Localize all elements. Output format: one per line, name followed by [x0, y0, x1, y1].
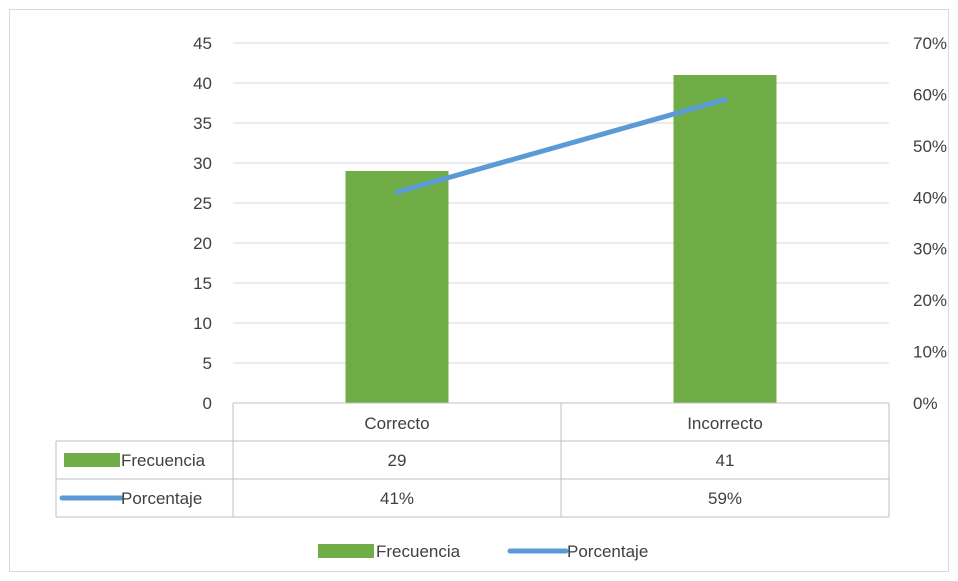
bar-incorrecto [673, 75, 777, 403]
legend: Frecuencia Porcentaje [318, 542, 648, 561]
y-left-tick-label: 30 [193, 154, 212, 173]
y-left-tick-label: 25 [193, 194, 212, 213]
percentage-line [394, 97, 728, 195]
x-tick-label: Correcto [364, 414, 429, 433]
gridlines [233, 42, 889, 364]
y-right-tick-label: 0% [913, 394, 938, 413]
y-left-tick-label: 45 [193, 34, 212, 53]
y-right-tick-label: 40% [913, 188, 947, 207]
table-cell: 41 [716, 451, 735, 470]
legend-label: Frecuencia [376, 542, 461, 561]
table-row-label: Frecuencia [121, 451, 206, 470]
table-cell: 29 [388, 451, 407, 470]
data-table: Correcto Incorrecto Frecuencia 29 41 Porcenta… [55, 402, 890, 518]
y-left-tick-label: 35 [193, 114, 212, 133]
y-left-tick-label: 20 [193, 234, 212, 253]
y-left-tick-label: 10 [193, 314, 212, 333]
y-left-tick-label: 15 [193, 274, 212, 293]
legend-label: Porcentaje [567, 542, 648, 561]
table-key-bar [64, 453, 120, 467]
y-right-tick-label: 30% [913, 240, 947, 259]
line-series [394, 97, 728, 195]
y-axis-right: 0% 10% 20% 30% 40% 50% 60% 70% [913, 34, 947, 413]
y-left-tick-label: 40 [193, 74, 212, 93]
y-left-tick-label: 0 [203, 394, 212, 413]
bar-correcto [345, 171, 449, 403]
y-left-tick-label: 5 [203, 354, 212, 373]
y-right-tick-label: 10% [913, 343, 947, 362]
y-right-tick-label: 60% [913, 85, 947, 104]
table-row-label: Porcentaje [121, 489, 202, 508]
y-right-tick-label: 20% [913, 291, 947, 310]
y-right-tick-label: 70% [913, 34, 947, 53]
y-right-tick-label: 50% [913, 137, 947, 156]
bar-series [345, 75, 777, 403]
table-cell: 41% [380, 489, 414, 508]
x-tick-label: Incorrecto [687, 414, 763, 433]
y-axis-left: 0 5 10 15 20 25 30 35 40 45 [193, 34, 212, 413]
legend-key-bar [318, 544, 374, 558]
table-cell: 59% [708, 489, 742, 508]
chart-frame [9, 9, 949, 572]
